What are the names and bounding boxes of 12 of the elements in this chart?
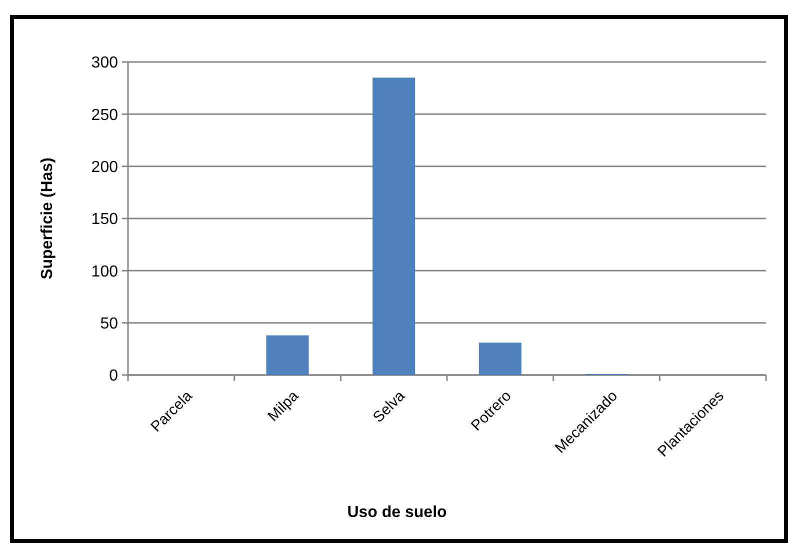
y-tick-label: 150 [91, 211, 118, 228]
y-axis-title: Superficie (Has) [39, 158, 56, 280]
y-tick-label: 300 [91, 54, 118, 72]
bar [266, 335, 309, 375]
y-tick-label: 250 [91, 106, 118, 124]
y-tick-label: 50 [100, 315, 118, 332]
y-tick-label: 0 [109, 368, 118, 385]
y-tick-label: 100 [91, 263, 118, 280]
y-tick-label: 200 [91, 158, 118, 176]
bar [372, 78, 416, 375]
x-axis-title: Uso de suelo [347, 504, 448, 521]
bar [478, 342, 522, 375]
